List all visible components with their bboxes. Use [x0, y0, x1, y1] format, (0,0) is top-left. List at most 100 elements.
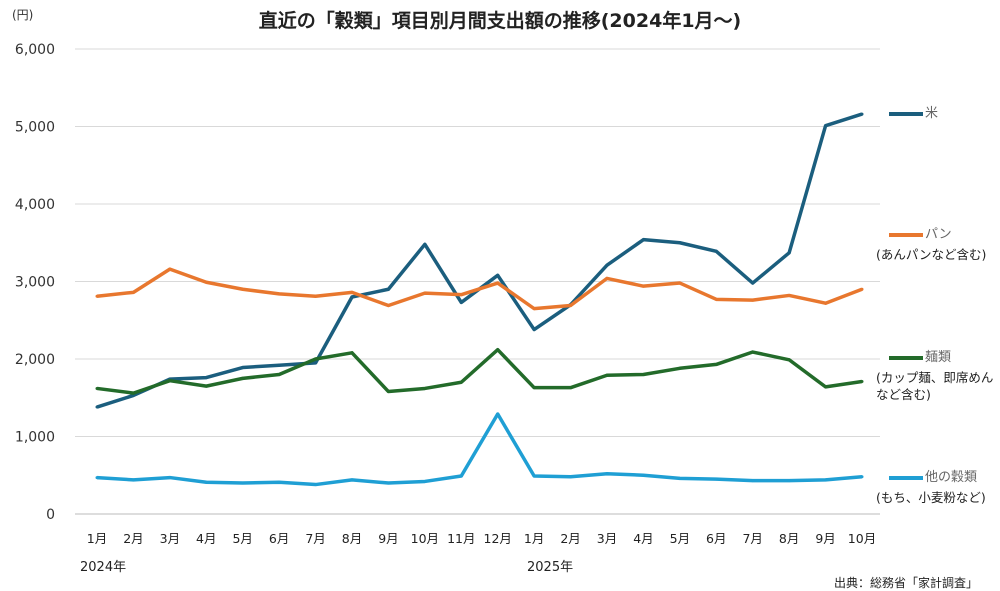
series-line-1	[96, 267, 863, 311]
data-point	[751, 281, 755, 285]
legend-swatch	[889, 475, 923, 480]
legend-item: 他の穀類	[889, 466, 977, 485]
x-tick-label: 5月	[232, 531, 252, 546]
legend-note: (もち、小麦粉など)	[876, 490, 986, 505]
x-tick-label: 2月	[123, 531, 143, 546]
data-point	[641, 238, 645, 242]
data-point	[569, 304, 573, 308]
data-point	[751, 479, 755, 483]
data-point	[350, 295, 354, 299]
data-point	[168, 267, 172, 271]
data-point	[714, 362, 718, 366]
data-point	[641, 284, 645, 288]
data-point	[824, 385, 828, 389]
year-label-2025: 2025年	[527, 560, 574, 575]
series-line-0	[96, 112, 863, 409]
x-tick-label: 1月	[87, 531, 107, 546]
data-point	[277, 363, 281, 367]
legend-item: 麺類	[889, 346, 951, 365]
data-point	[569, 386, 573, 390]
data-point	[350, 290, 354, 294]
y-tick-label: 0	[46, 507, 55, 523]
data-point	[532, 386, 536, 390]
data-point	[714, 297, 718, 301]
data-point	[314, 483, 318, 487]
data-point	[787, 479, 791, 483]
data-point	[459, 474, 463, 478]
data-point	[605, 472, 609, 476]
data-point	[314, 361, 318, 365]
data-point	[204, 376, 208, 380]
data-point	[386, 390, 390, 394]
data-point	[204, 280, 208, 284]
legend-label: パン	[925, 227, 952, 242]
data-point	[532, 474, 536, 478]
data-point	[386, 304, 390, 308]
data-point	[496, 281, 500, 285]
data-point	[168, 379, 172, 383]
y-axis-unit: (円)	[12, 8, 34, 22]
data-point	[386, 287, 390, 291]
data-point	[641, 473, 645, 477]
legend-label: 米	[925, 106, 939, 121]
data-point	[860, 112, 864, 116]
y-tick-label: 2,000	[15, 352, 55, 368]
data-point	[241, 366, 245, 370]
x-tick-label: 11月	[447, 531, 475, 546]
source-note: 出典：総務省「家計調査」	[833, 576, 978, 590]
x-tick-label: 7月	[305, 531, 325, 546]
x-tick-label: 4月	[633, 531, 653, 546]
data-point	[860, 475, 864, 479]
x-tick-label: 6月	[269, 531, 289, 546]
data-point	[787, 358, 791, 362]
data-point	[131, 478, 135, 482]
data-point	[168, 476, 172, 480]
data-point	[496, 348, 500, 352]
data-point	[314, 294, 318, 298]
data-point	[751, 350, 755, 354]
legend-note: (あんパンなど含む)	[876, 247, 987, 262]
data-point	[605, 276, 609, 280]
y-tick-label: 1,000	[15, 430, 55, 446]
data-point	[496, 273, 500, 277]
x-tick-label: 3月	[597, 531, 617, 546]
data-point	[787, 251, 791, 255]
x-tick-label: 12月	[484, 531, 512, 546]
series-line-2	[96, 347, 863, 395]
x-tick-label: 10月	[411, 531, 439, 546]
y-tick-label: 5,000	[15, 120, 55, 136]
x-tick-label: 1月	[524, 531, 544, 546]
data-point	[678, 281, 682, 285]
data-point	[751, 298, 755, 302]
y-tick-label: 6,000	[15, 42, 55, 58]
data-point	[277, 480, 281, 484]
year-label-2024: 2024年	[80, 560, 127, 575]
data-point	[350, 478, 354, 482]
x-tick-label: 8月	[779, 531, 799, 546]
data-point	[860, 379, 864, 383]
data-point	[824, 124, 828, 128]
legend-label: 他の穀類	[925, 470, 978, 485]
data-point	[824, 478, 828, 482]
data-point	[131, 290, 135, 294]
data-point	[277, 373, 281, 376]
y-tick-label: 3,000	[15, 275, 55, 291]
data-point	[641, 373, 645, 376]
data-point	[423, 242, 427, 246]
data-point	[787, 293, 791, 297]
x-tick-label: 10月	[848, 531, 876, 546]
legend-label: 麺類	[925, 350, 952, 365]
x-tick-label: 3月	[160, 531, 180, 546]
data-point	[605, 263, 609, 267]
data-point	[459, 300, 463, 304]
x-tick-label: 7月	[742, 531, 762, 546]
legend-item: パン	[889, 223, 952, 242]
legend-note: (カップ麺、即席めん など含む)	[876, 370, 994, 402]
x-tick-label: 2月	[560, 531, 580, 546]
data-point	[241, 481, 245, 485]
legend-swatch	[889, 111, 923, 116]
data-point	[678, 241, 682, 245]
legend-swatch	[889, 232, 923, 237]
x-tick-label: 5月	[670, 531, 690, 546]
data-point	[277, 292, 281, 296]
